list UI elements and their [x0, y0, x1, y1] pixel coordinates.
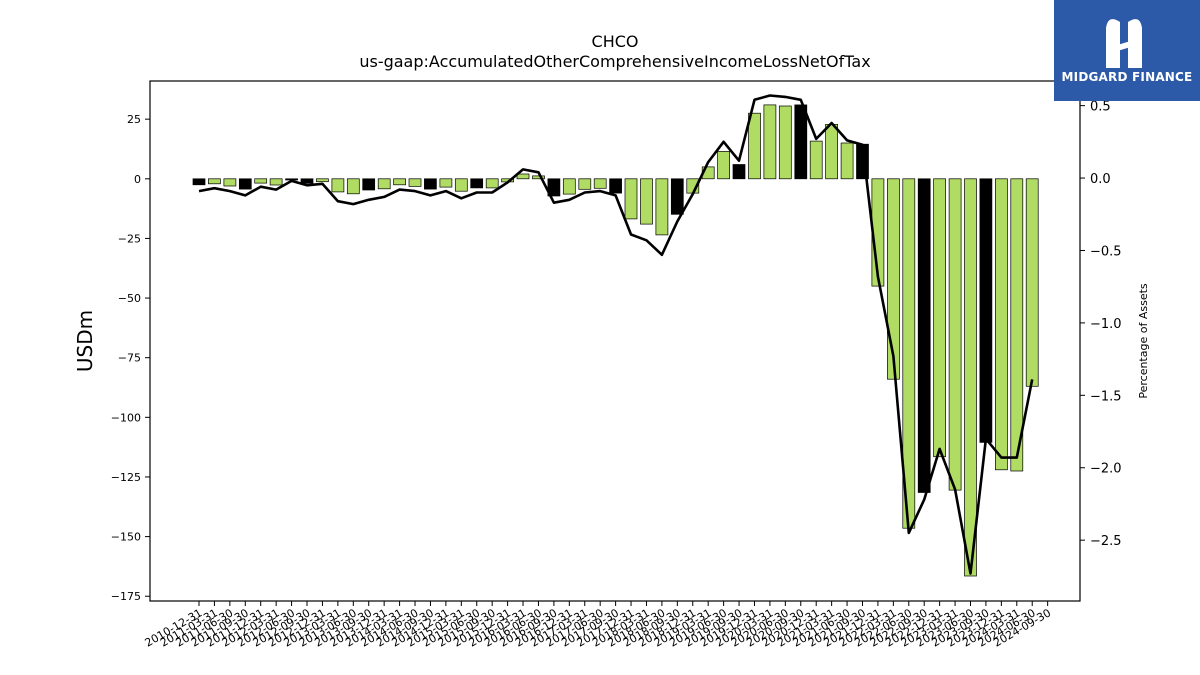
- logo-mark-icon: [1106, 19, 1142, 68]
- bar-2019-09-30: [732, 164, 746, 180]
- bar-2019-12-31: [748, 112, 761, 180]
- bar-2020-12-31: [809, 140, 823, 180]
- bar-2012-12-31: [316, 178, 329, 183]
- left-tick-label: −125: [111, 471, 141, 484]
- bar-2012-09-30: [300, 178, 314, 184]
- bar-2017-06-30: [593, 178, 607, 189]
- bar-2023-06-30: [964, 178, 977, 577]
- right-tick-label: −1.5: [1090, 389, 1122, 404]
- x-axis: 2010-12-312011-03-312011-06-302011-09-30…: [143, 601, 1053, 650]
- bar-2013-09-30: [362, 178, 376, 191]
- chart-title: CHCO: [591, 32, 639, 51]
- bar-2023-09-30: [979, 178, 993, 443]
- bar-2022-09-30: [917, 178, 931, 493]
- bar-2015-09-30: [485, 178, 499, 189]
- right-y-axis: 0.5 0.0 −0.5 −1.0 −1.5 −2.0 −2.5: [1080, 100, 1122, 549]
- left-axis-label: USDm: [73, 310, 97, 372]
- bar-2020-09-30: [794, 104, 808, 180]
- right-tick-label: 0.0: [1090, 172, 1111, 187]
- right-tick-label: −0.5: [1090, 244, 1122, 259]
- bar-2021-06-30: [840, 142, 854, 180]
- bar-2016-03-31: [516, 173, 530, 180]
- bar-2014-12-31: [439, 178, 453, 188]
- bar-2020-06-30: [778, 105, 792, 180]
- bar-2014-06-30: [408, 178, 422, 187]
- left-y-axis: 25 0 −25 −50 −75 −100 −125 −150 −175: [111, 113, 150, 603]
- chart-subtitle: us-gaap:AccumulatedOtherComprehensiveInc…: [359, 52, 871, 71]
- bar-2022-12-31: [933, 178, 946, 458]
- bar-2015-03-31: [454, 178, 468, 192]
- bar-2024-03-31: [1010, 178, 1024, 472]
- bar-2011-03-31: [208, 178, 221, 185]
- bar-2019-06-30: [717, 151, 730, 180]
- left-tick-label: 0: [134, 173, 141, 186]
- bar-2015-06-30: [470, 178, 484, 189]
- bar-2017-03-31: [578, 178, 592, 190]
- right-tick-label: −2.5: [1090, 534, 1122, 549]
- left-tick-label: −50: [118, 292, 141, 305]
- ratio-line: [198, 94, 1034, 575]
- bar-2024-06-30: [1025, 178, 1039, 387]
- bar-2017-12-31: [624, 178, 638, 220]
- left-tick-label: −75: [118, 352, 141, 365]
- right-tick-label: 0.5: [1090, 100, 1111, 115]
- logo: MIDGARD FINANCE: [1054, 0, 1200, 101]
- bar-2012-03-31: [269, 178, 283, 186]
- plot-frame: [149, 80, 1081, 602]
- left-tick-label: −150: [111, 531, 141, 544]
- bar-2013-12-31: [377, 178, 391, 190]
- bar-2016-12-31: [562, 178, 576, 195]
- bar-2011-06-30: [223, 178, 237, 187]
- right-axis-label: Percentage of Assets: [1137, 283, 1150, 399]
- bar-2023-12-31: [995, 178, 1008, 471]
- left-tick-label: −175: [111, 590, 141, 603]
- bar-2023-03-31: [948, 178, 962, 491]
- bar-2014-03-31: [393, 178, 406, 186]
- bar-2010-12-31: [192, 178, 206, 186]
- left-tick-label: 25: [127, 113, 141, 126]
- bar-2020-03-31: [763, 104, 777, 180]
- bar-2018-03-31: [640, 178, 653, 225]
- bar-2021-03-31: [825, 124, 838, 180]
- bar-2011-09-30: [238, 178, 252, 190]
- left-tick-label: −100: [111, 411, 141, 424]
- bar-2016-06-30: [532, 175, 545, 180]
- bar-2011-12-31: [254, 178, 268, 184]
- bar-2016-09-30: [547, 178, 561, 197]
- bar-2014-09-30: [424, 178, 437, 190]
- bar-series: [192, 104, 1039, 577]
- ratio-line-series: [198, 94, 1034, 575]
- bar-2018-06-30: [655, 178, 669, 236]
- bar-2013-06-30: [346, 178, 360, 195]
- bar-2022-03-31: [887, 178, 900, 380]
- bar-2017-09-30: [609, 178, 622, 194]
- left-tick-label: −25: [118, 232, 141, 245]
- logo-text: MIDGARD FINANCE: [1061, 70, 1193, 84]
- right-tick-label: −1.0: [1090, 317, 1122, 332]
- right-tick-label: −2.0: [1090, 462, 1122, 477]
- bar-2018-09-30: [670, 178, 684, 215]
- bar-2013-03-31: [331, 178, 345, 193]
